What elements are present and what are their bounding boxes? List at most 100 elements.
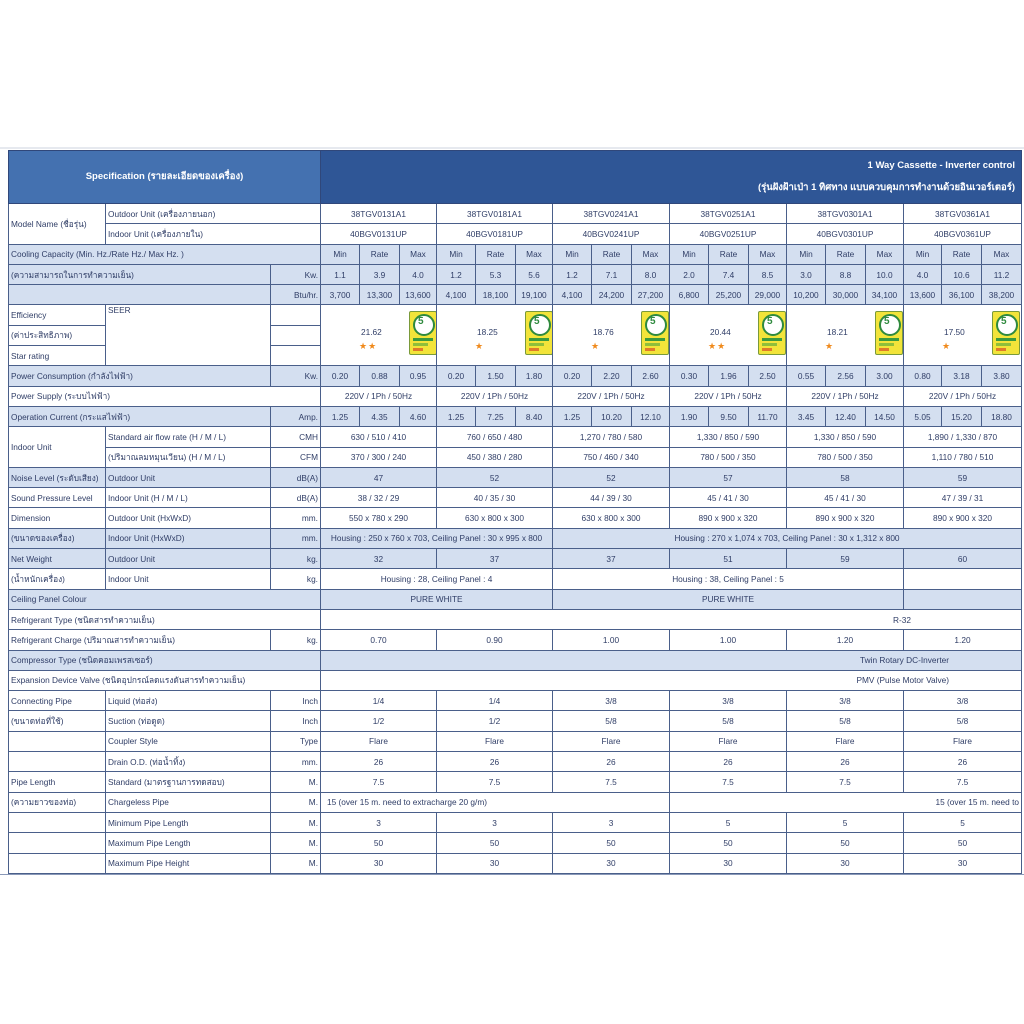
bottom-rule [0,874,1024,875]
row-label: Suction (ท่อดูด) [105,710,271,732]
label-bar [645,338,665,342]
cell-charge: 1.00 [552,629,670,651]
cell-btu: 34,100 [865,284,904,306]
cell-weight_out: 37 [552,548,670,570]
cell-dim_out: 630 x 800 x 300 [552,507,670,529]
unit-label: Amp. [270,405,321,428]
cell-noise_out: 59 [903,466,1022,489]
seer-value: 20.44 [710,327,731,338]
col-head: Min [669,243,709,265]
cell-max_len: 50 [436,832,553,854]
col-head: Min [436,243,476,265]
col-head: Min [320,243,360,265]
col-head: Max [399,243,437,265]
table-row: Sound Pressure Level Indoor Unit (H / M /… [8,487,1022,509]
unit-label: Type [270,730,321,753]
shared-indoor-weight: Housing : 38, Ceiling Panel : 5 [552,568,904,590]
refrigerant-type: R-32 [320,608,1022,631]
cell-kw: 1.2 [552,263,592,286]
col-head: Rate [825,243,866,265]
blank-cell [8,284,271,306]
cell-current: 1.25 [436,405,476,428]
spec-header-title: Specification (รายละเอียดของเครื่อง) [8,150,321,204]
cell-btu: 30,000 [825,284,866,306]
table-row: Power Consumption (กำลังไฟฟ้า) Kw. 0.20 0.8… [8,365,1022,387]
unit-label: M. [270,771,321,793]
cell-btu: 4,100 [436,284,476,306]
table-row: Specification (รายละเอียดของเครื่อง) 1 Wa… [8,150,1022,204]
efficiency-block: 20.44 ★★ 5 [672,306,786,363]
row-label: Refrigerant Type (ชนิดสารทำความเย็น) [8,608,321,631]
cell-outdoor: 38TGV0251A1 [669,202,787,225]
label-ring [529,314,551,337]
col-head: Rate [591,243,632,265]
energy-label-icon: 5 [992,311,1020,356]
label-bar [879,338,899,342]
chargeless-pipe: 15 (over 15 m. need to [669,791,1022,813]
cell-current: 9.50 [708,405,749,428]
cell-drain: 26 [669,751,787,773]
cell-suction: 5/8 [786,710,904,732]
shared-indoor-dimension: Housing : 250 x 760 x 703, Ceiling Panel… [320,527,553,550]
cell-charge: 0.70 [320,629,437,651]
table-row: Pipe Length Standard (มาตรฐานการทดสอบ) M. 7… [8,771,1022,793]
cell-weight_out: 51 [669,548,787,570]
table-row: Refrigerant Type (ชนิดสารทำความเย็น) R-32 [8,608,1022,631]
label-bar [529,343,544,347]
cell-current: 4.35 [359,405,400,428]
cell-min_len: 5 [786,811,904,834]
row-label: Indoor Unit (H / M / L) [105,487,271,509]
star-rating: ★ [942,341,952,352]
cell-noise_in: 40 / 35 / 30 [436,487,553,509]
cell-power: 3.18 [941,365,982,387]
table-row: (ความยาวของท่อ) Chargeless Pipe M. 15 (over… [8,791,1022,813]
cell-weight_out: 37 [436,548,553,570]
blank-cell [8,852,106,874]
blank-cell [8,811,106,834]
row-label: Standard air flow rate (H / M / L) [105,426,271,448]
unit-label: CMH [270,426,321,448]
unit-label: Kw. [270,263,321,286]
panel-colour: PURE WHITE [552,588,904,610]
row-label: Minimum Pipe Length [105,811,271,834]
cell-min_len: 3 [320,811,437,834]
cell-indoor: 40BGV0251UP [669,223,787,245]
unit-label: mm. [270,527,321,550]
cell-btu: 24,200 [591,284,632,306]
cell-power: 0.20 [320,365,360,387]
cell-liquid: 3/8 [903,690,1022,712]
label-bar [413,343,428,347]
cell-kw: 10.6 [941,263,982,286]
blank-cell [8,832,106,854]
col-head: Rate [359,243,400,265]
cell-dim_out: 630 x 800 x 300 [436,507,553,529]
cell-cmh: 1,330 / 850 / 590 [669,426,787,448]
label-bar [413,348,423,352]
product-subtitle: (รุ่นฝังฝ้าเป่า 1 ทิศทาง แบบควบคุมการทำง… [757,182,1015,193]
cell-power: 0.88 [359,365,400,387]
row-label: Connecting Pipe [8,690,106,712]
table-row: Efficiency SEER 21.62 ★★ 5 18.25 ★ 5 18.76 ★ 5 20.4… [8,304,1022,367]
col-head: Min [552,243,592,265]
blank-cell [8,751,106,773]
cell-cmh: 630 / 510 / 410 [320,426,437,448]
row-label: Indoor Unit [105,568,271,590]
cell-btu: 13,600 [399,284,437,306]
label-bar [996,338,1016,342]
cell-power: 2.60 [631,365,670,387]
cell-current: 7.25 [475,405,516,428]
efficiency-cell: 21.62 ★★ 5 [320,304,437,367]
table-row: (ขนาดของเครื่อง) Indoor Unit (HxWxD) mm. Ho… [8,527,1022,550]
cell-cfm: 450 / 380 / 280 [436,446,553,468]
cell-std_len: 7.5 [320,771,437,793]
cell-btu: 3,700 [320,284,360,306]
unit-label: Kw. [270,365,321,387]
cell-max_height: 30 [320,852,437,874]
cell-noise_in: 45 / 41 / 30 [669,487,787,509]
product-title: 1 Way Cassette - Inverter control [867,160,1015,171]
cell-suction: 5/8 [552,710,670,732]
cell-cmh: 1,330 / 850 / 590 [786,426,904,448]
unit-label [270,304,321,326]
unit-label: kg. [270,568,321,590]
row-label: Indoor Unit [8,426,106,468]
